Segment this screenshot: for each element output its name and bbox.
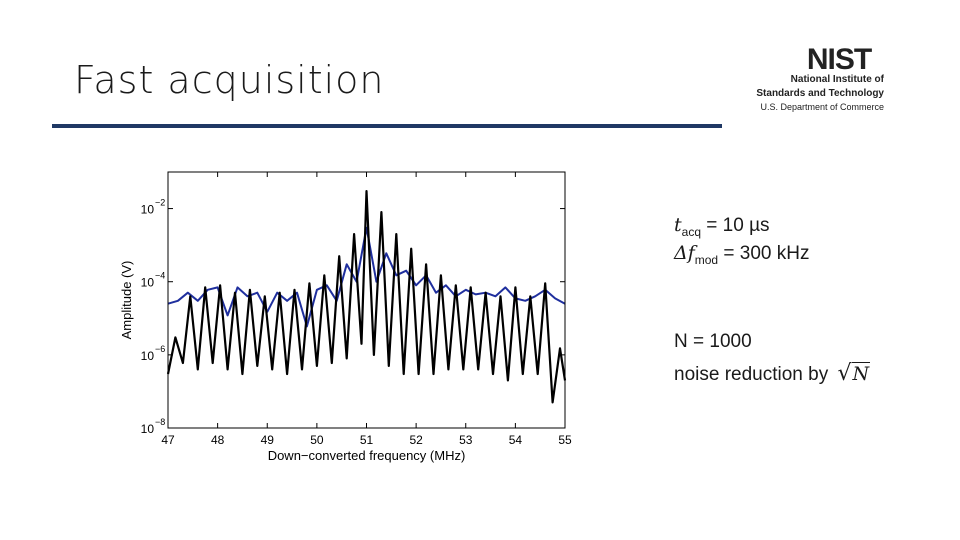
averages-count-label: N = 1000: [674, 331, 752, 352]
y-tick-label: 10: [141, 422, 155, 436]
y-axis-label: Amplitude (V): [119, 261, 134, 340]
logo-line-1: National Institute of: [790, 74, 884, 85]
noise-reduction-label: noise reduction by √N: [674, 361, 871, 386]
sqrt-n-expression: √N: [837, 361, 871, 386]
y-tick-exponent: −4: [155, 271, 165, 281]
x-tick-label: 52: [409, 433, 423, 447]
modulation-frequency-label: Δfmod = 300 kHz: [674, 242, 810, 267]
nist-logo-mark: NIST: [807, 44, 873, 72]
y-tick-exponent: −8: [155, 417, 165, 427]
series-line-1: [167, 226, 566, 328]
acquisition-time-label: tacq = 10 µs: [674, 214, 770, 239]
logo-line-3: U.S. Department of Commerce: [760, 102, 884, 112]
y-tick-label: 10: [141, 349, 155, 363]
y-tick-exponent: −2: [155, 198, 165, 208]
slide-title: Fast acquisition: [74, 58, 385, 102]
y-tick-label: 10: [141, 203, 155, 217]
x-tick-label: 51: [360, 433, 374, 447]
x-axis-label: Down−converted frequency (MHz): [268, 448, 466, 463]
x-tick-label: 55: [558, 433, 572, 447]
y-tick-exponent: −6: [155, 344, 165, 354]
x-tick-label: 53: [459, 433, 473, 447]
x-tick-label: 50: [310, 433, 324, 447]
nist-logo-wordmark: NIST: [807, 44, 872, 72]
x-tick-label: 47: [161, 433, 175, 447]
x-tick-label: 49: [261, 433, 275, 447]
x-tick-label: 54: [509, 433, 523, 447]
series-line-0: [166, 190, 567, 404]
x-tick-label: 48: [211, 433, 225, 447]
logo-line-2: Standards and Technology: [756, 88, 884, 99]
y-tick-label: 10: [141, 276, 155, 290]
nist-logo: NIST National Institute of Standards and…: [728, 44, 884, 114]
title-underline: [52, 124, 722, 128]
